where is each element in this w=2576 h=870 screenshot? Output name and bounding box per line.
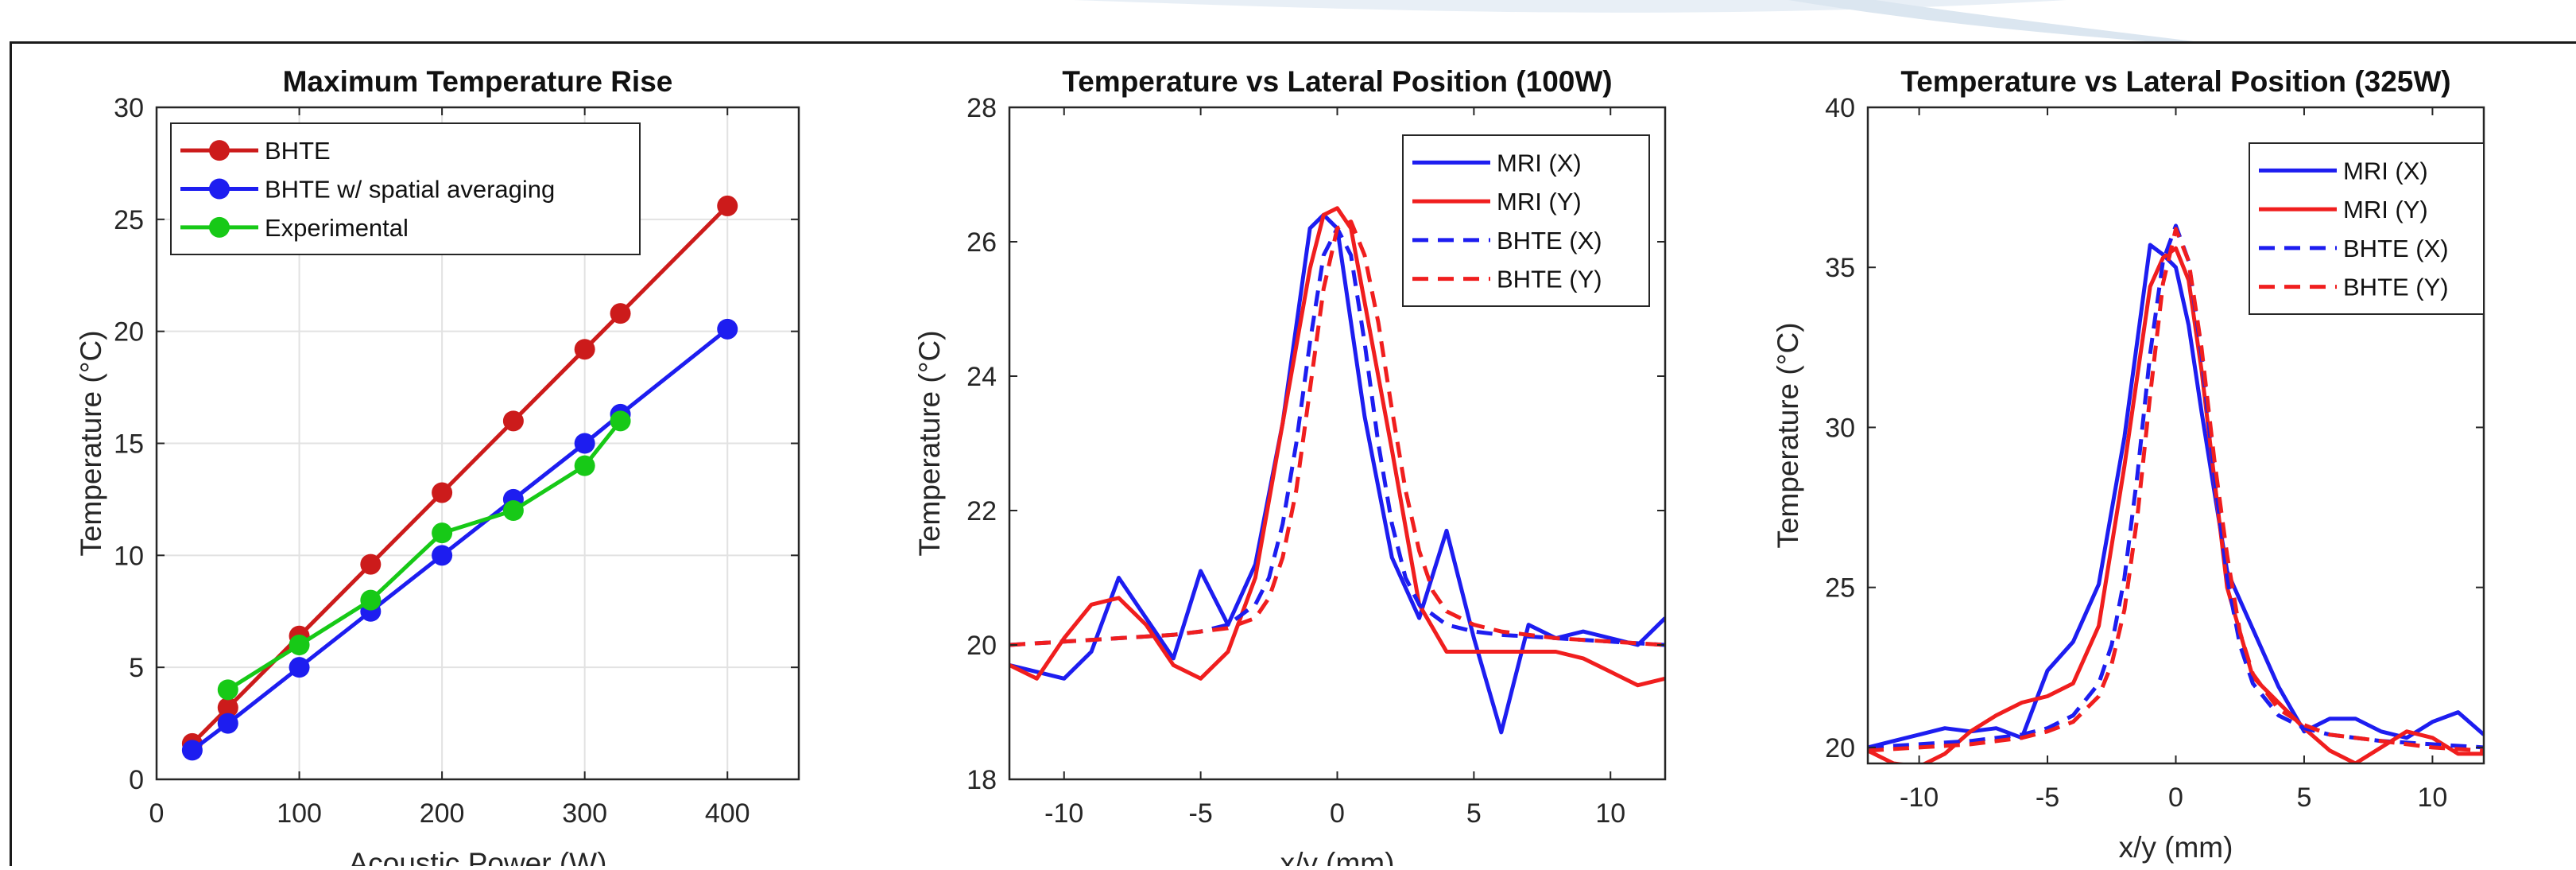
data-point [717, 318, 738, 340]
x-tick-label: 200 [420, 798, 465, 829]
y-tick-label: 20 [114, 317, 144, 348]
data-point [181, 740, 203, 761]
data-point [360, 553, 382, 575]
legend-marker [209, 140, 230, 161]
data-point [432, 522, 453, 544]
series-group [181, 195, 738, 761]
x-tick-label: 300 [562, 798, 607, 829]
y-axis-label: Temperature (°C) [913, 330, 946, 556]
y-tick-label: 40 [1825, 93, 1855, 123]
y-tick-label: 24 [966, 362, 997, 392]
subplot-1: 0 100 200 300 400 0 5 10 15 20 25 30 Maximum Tempera… [75, 65, 800, 870]
x-tick-label: 10 [1595, 798, 1625, 829]
data-point [502, 410, 524, 432]
y-tick-label: 10 [114, 541, 144, 571]
x-tick-label: 100 [277, 798, 322, 829]
x-tick-label: 0 [2168, 783, 2183, 813]
background-swoosh [1073, 0, 2194, 41]
legend-entry-2: MRI (Y) [2343, 196, 2428, 223]
data-point [217, 697, 238, 718]
x-tick-label: -5 [2036, 783, 2059, 813]
legend-entry-1: MRI (X) [2343, 157, 2428, 184]
data-point [432, 545, 453, 566]
series-line-1 [1868, 243, 2484, 750]
data-point [432, 482, 453, 503]
series-line-2 [191, 327, 729, 752]
y-tick-label: 15 [114, 429, 144, 460]
y-tick-label: 0 [129, 765, 144, 795]
y-tick-label: 5 [129, 653, 144, 683]
y-tick-label: 30 [114, 93, 144, 123]
chart-title: Temperature vs Lateral Position (100W) [1062, 65, 1612, 98]
legend-entry-2: MRI (Y) [1497, 188, 1582, 216]
legend-marker [209, 216, 230, 238]
x-axis-label: x/y (mm) [1280, 847, 1395, 866]
y-axis-label: Temperature (°C) [75, 330, 107, 556]
legend-marker [209, 178, 230, 200]
y-tick-label: 35 [1825, 253, 1855, 283]
x-tick-label: 10 [2418, 783, 2448, 813]
x-tick-label: 5 [2296, 783, 2311, 813]
x-tick-label: -5 [1189, 798, 1213, 829]
data-point [574, 339, 595, 360]
y-tick-label: 22 [966, 496, 997, 526]
series-line-4 [1868, 227, 2484, 753]
data-point [610, 303, 631, 324]
figure-panel: 0 100 200 300 400 0 5 10 15 20 25 30 Maximum Tempera… [10, 41, 2576, 870]
legend: BHTE BHTE w/ spatial averaging Experimenta… [170, 122, 641, 255]
data-point [610, 410, 631, 432]
data-point [217, 713, 238, 734]
legend-entry-4: BHTE (Y) [1497, 266, 1602, 293]
subplot-2: -10 -5 0 5 10 18 20 22 24 26 28 Temperature vs Late… [913, 65, 1667, 870]
y-tick-label: 25 [114, 205, 144, 235]
series-line-3 [1868, 223, 2484, 750]
data-point [289, 635, 310, 655]
y-tick-label: 26 [966, 227, 997, 258]
y-axis-label: Temperature (°C) [1772, 322, 1804, 548]
data-point [217, 679, 238, 701]
y-tick-label: 20 [966, 631, 997, 661]
series-group [1868, 223, 2484, 763]
data-point [574, 433, 595, 454]
legend: MRI (X) MRI (Y) BHTE (X) BHTE (Y) [1402, 134, 1650, 307]
legend-entry-3: BHTE (X) [1497, 227, 1602, 254]
legend: MRI (X) MRI (Y) BHTE (X) BHTE (Y) [2249, 142, 2485, 315]
data-point [289, 657, 310, 678]
data-point [574, 455, 595, 476]
legend-entry-1: MRI (X) [1497, 149, 1582, 177]
series-line-2 [1868, 246, 2484, 763]
subplot-3: -10 -5 0 5 10 20 25 30 35 40 Temperature vs Latera… [1772, 65, 2485, 864]
y-tick-label: 18 [966, 765, 997, 795]
series-group [1009, 206, 1665, 735]
x-tick-label: 5 [1466, 798, 1482, 829]
legend-entry-2: BHTE w/ spatial averaging [265, 176, 555, 204]
x-tick-label: 400 [705, 798, 750, 829]
data-point [717, 195, 738, 216]
chart-title: Maximum Temperature Rise [283, 65, 673, 98]
x-tick-label: -10 [1900, 783, 1939, 813]
x-tick-label: 0 [1330, 798, 1345, 829]
data-point [360, 589, 382, 611]
chart-title: Temperature vs Lateral Position (325W) [1900, 65, 2450, 98]
y-tick-label: 28 [966, 93, 997, 123]
x-tick-label: -10 [1044, 798, 1083, 829]
legend-entry-4: BHTE (Y) [2343, 274, 2449, 301]
legend-entry-1: BHTE [265, 137, 331, 165]
y-tick-label: 25 [1825, 573, 1855, 604]
x-axis-label: x/y (mm) [2119, 831, 2233, 864]
x-axis-label: Acoustic Power (W) [349, 847, 607, 866]
x-tick-label: 0 [149, 798, 165, 829]
y-tick-label: 20 [1825, 733, 1855, 763]
legend-entry-3: Experimental [265, 214, 409, 242]
y-tick-label: 30 [1825, 413, 1855, 443]
data-point [502, 500, 524, 521]
series-line-2 [1009, 206, 1665, 688]
legend-entry-3: BHTE (X) [2343, 235, 2449, 262]
